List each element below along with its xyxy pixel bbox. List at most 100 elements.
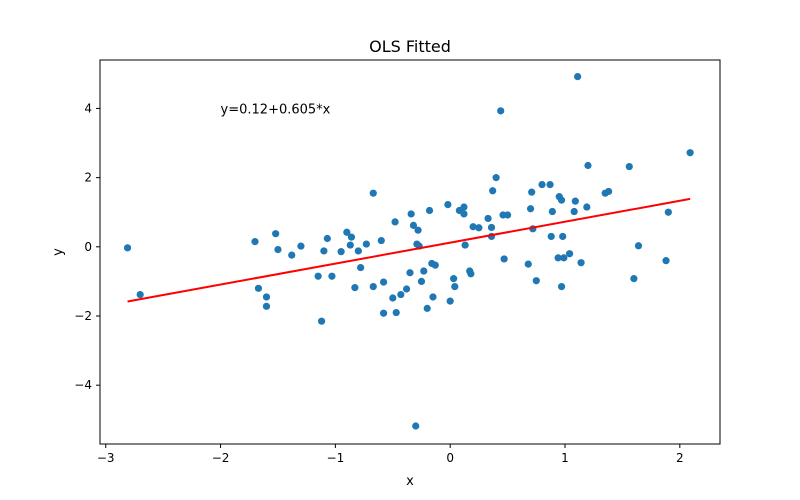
data-point <box>446 297 454 305</box>
data-point <box>251 238 259 246</box>
data-point <box>492 174 500 182</box>
data-point <box>262 293 271 301</box>
data-point <box>528 188 536 196</box>
x-tick-label: 2 <box>676 451 684 465</box>
data-points <box>123 73 694 430</box>
x-tick-label: −1 <box>327 451 345 465</box>
fit-line <box>127 197 691 303</box>
data-point <box>546 180 554 189</box>
data-point <box>584 161 592 170</box>
data-point <box>431 261 439 269</box>
data-point <box>497 107 505 115</box>
data-point <box>377 236 385 245</box>
data-point <box>538 180 546 189</box>
data-point <box>317 317 326 325</box>
data-point <box>625 162 633 171</box>
data-point <box>662 257 670 265</box>
x-tick-label: −3 <box>97 451 115 465</box>
data-point <box>272 230 280 238</box>
data-point <box>571 197 579 205</box>
data-point <box>560 254 568 262</box>
data-point <box>425 206 434 215</box>
data-point <box>407 210 415 218</box>
data-point <box>354 247 362 255</box>
plot-area: y=0.12+0.605*x <box>99 59 721 445</box>
data-point <box>460 210 468 218</box>
data-point <box>389 294 397 302</box>
data-point <box>548 207 556 216</box>
data-point <box>320 247 328 255</box>
y-tick-label: −2 <box>74 309 92 323</box>
x-axis-label: x <box>406 474 414 489</box>
data-point <box>450 275 458 283</box>
y-tick-label: 2 <box>84 171 92 185</box>
y-tick-label: 0 <box>84 240 92 254</box>
data-point <box>262 302 271 310</box>
data-point <box>503 211 512 219</box>
data-point <box>347 233 356 241</box>
data-point <box>451 282 459 291</box>
data-point <box>379 309 388 317</box>
x-tick-label: 0 <box>446 451 454 465</box>
y-axis-ticks: −4 −2 0 2 4 <box>74 101 100 392</box>
data-point <box>526 205 535 213</box>
x-axis-ticks: −3 −2 −1 0 1 2 <box>97 444 684 465</box>
y-tick-label: 4 <box>84 101 92 115</box>
data-point <box>467 270 475 278</box>
data-point <box>630 275 638 283</box>
data-point <box>444 201 452 209</box>
data-point <box>406 269 414 277</box>
data-point <box>397 290 405 299</box>
x-tick-label: −2 <box>212 451 230 465</box>
data-point <box>469 223 477 231</box>
data-point <box>414 226 422 234</box>
data-point <box>570 207 578 216</box>
data-point <box>402 285 411 293</box>
data-point <box>420 267 428 275</box>
fit-equation-annotation: y=0.12+0.605*x <box>221 102 331 117</box>
data-point <box>423 304 431 312</box>
data-point <box>123 244 132 252</box>
data-point <box>583 203 591 211</box>
data-point <box>429 293 437 301</box>
data-point <box>634 242 643 250</box>
data-point <box>343 228 351 236</box>
x-tick-label: 1 <box>561 451 569 465</box>
data-point <box>369 282 377 291</box>
data-point <box>475 224 483 232</box>
data-point <box>328 272 336 280</box>
data-point <box>605 187 613 196</box>
plot-frame <box>99 59 721 445</box>
data-point <box>379 278 388 286</box>
data-point <box>357 263 365 272</box>
data-point <box>487 223 496 232</box>
data-point <box>337 248 345 256</box>
data-point <box>417 277 426 286</box>
data-point <box>686 149 694 157</box>
data-point <box>577 259 585 267</box>
data-point <box>323 234 331 243</box>
data-point <box>314 272 322 280</box>
data-point <box>484 214 492 223</box>
data-point <box>288 251 296 259</box>
y-tick-label: −4 <box>74 378 92 392</box>
data-point <box>391 218 399 226</box>
data-point <box>461 241 469 249</box>
data-point <box>489 187 497 195</box>
data-point <box>254 284 263 292</box>
data-point <box>574 73 582 81</box>
data-point <box>409 221 418 229</box>
data-point <box>297 242 305 250</box>
data-point <box>554 254 562 262</box>
data-point <box>524 260 532 268</box>
data-point <box>532 277 540 285</box>
data-point <box>557 196 566 204</box>
data-point <box>664 208 672 216</box>
chart-title: OLS Fitted <box>369 37 451 56</box>
data-point <box>392 308 400 317</box>
y-axis-label: y <box>51 248 66 256</box>
data-point <box>559 232 567 241</box>
data-point <box>369 189 377 197</box>
data-point <box>274 245 282 254</box>
